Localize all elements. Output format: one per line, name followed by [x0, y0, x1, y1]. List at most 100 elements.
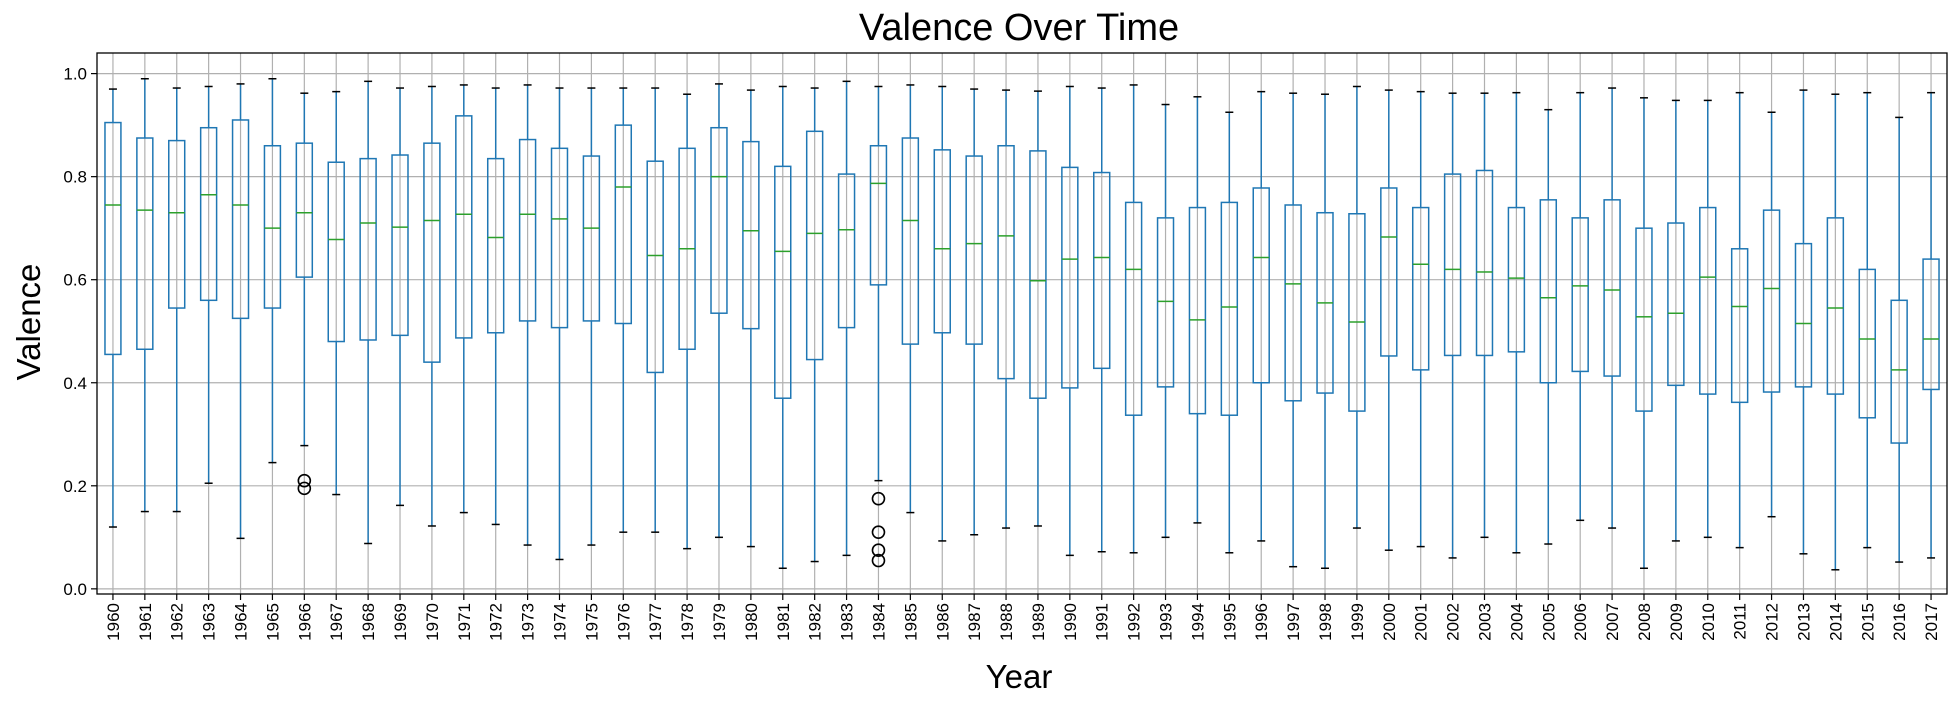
x-tick-label: 1961	[136, 603, 155, 641]
box-1973	[518, 84, 537, 546]
box-2015	[1858, 91, 1876, 549]
x-tick-label: 1973	[519, 603, 538, 641]
x-tick-label: 1960	[104, 603, 123, 641]
x-tick-label: 1966	[295, 603, 314, 641]
x-tick-label: 1971	[455, 603, 474, 641]
box-iqr	[391, 154, 409, 337]
box-1977	[646, 87, 664, 533]
box-iqr	[359, 157, 377, 341]
box-1985	[901, 84, 920, 514]
box-1983	[837, 80, 856, 557]
box-2007	[1603, 87, 1621, 529]
x-tick-label: 1979	[710, 603, 729, 641]
box-2012	[1762, 111, 1781, 518]
box-2016	[1890, 116, 1908, 563]
x-tick-label: 1989	[1029, 603, 1048, 641]
box-iqr	[1029, 150, 1047, 399]
box-iqr	[774, 165, 792, 399]
y-tick-label: 0.0	[63, 580, 87, 599]
x-tick-label: 1970	[423, 603, 442, 641]
box-1962	[168, 87, 186, 513]
x-tick-label: 1981	[774, 603, 793, 641]
x-tick-label: 1977	[646, 603, 665, 641]
x-tick-label: 2001	[1412, 603, 1431, 641]
box-iqr	[231, 119, 250, 320]
box-iqr	[901, 137, 920, 345]
box-1987	[965, 88, 983, 536]
box-1988	[997, 89, 1015, 529]
box-1980	[742, 89, 760, 548]
x-tick-label: 2015	[1858, 603, 1877, 641]
x-tick-label: 1982	[806, 603, 825, 641]
x-tick-label: 2016	[1890, 603, 1909, 641]
box-1967	[327, 90, 345, 496]
box-1989	[1029, 90, 1047, 527]
box-2005	[1539, 108, 1558, 545]
box-1968	[359, 80, 377, 545]
box-iqr	[1156, 217, 1175, 388]
x-tick-label: 2013	[1794, 603, 1813, 641]
box-2009	[1667, 99, 1685, 542]
box-1974	[550, 87, 569, 561]
x-tick-label: 1997	[1284, 603, 1303, 641]
box-1961	[136, 78, 154, 513]
x-tick-label: 1976	[614, 603, 633, 641]
box-iqr	[136, 137, 154, 351]
box-iqr	[614, 124, 633, 325]
x-tick-label: 1978	[678, 603, 697, 641]
box-iqr	[518, 138, 537, 322]
box-2010	[1699, 99, 1717, 539]
x-tick-label: 2011	[1731, 603, 1750, 640]
box-iqr	[327, 161, 345, 343]
box-iqr	[423, 142, 441, 363]
outlier-point	[297, 473, 312, 488]
box-1982	[805, 87, 824, 563]
box-iqr	[1730, 248, 1749, 404]
x-tick-label: 1987	[965, 603, 984, 641]
x-tick-label: 2009	[1667, 603, 1686, 641]
box-2013	[1794, 89, 1813, 555]
box-iqr	[869, 144, 888, 286]
box-1990	[1061, 85, 1079, 557]
box-iqr	[1826, 217, 1845, 395]
box-1965	[263, 78, 282, 464]
box-iqr	[1858, 268, 1876, 419]
x-tick-label: 1975	[582, 603, 601, 641]
x-tick-label: 1964	[232, 603, 251, 641]
box-1971	[455, 84, 473, 514]
box-iqr	[805, 130, 824, 361]
x-tick-label: 1963	[200, 603, 219, 641]
box-iqr	[295, 142, 314, 278]
box-iqr	[582, 155, 601, 322]
x-axis-label: Year	[986, 658, 1053, 695]
box-1975	[582, 87, 601, 546]
x-axis-ticks: 1960 1961 1962 1963 1964 1965 1966 1967 1968 1969…	[104, 594, 1941, 641]
x-tick-label: 2007	[1603, 603, 1622, 641]
x-tick-label: 1965	[263, 603, 282, 641]
box-iqr	[965, 155, 983, 345]
box-iqr	[933, 149, 951, 334]
x-tick-label: 2008	[1635, 603, 1654, 641]
box-2011	[1730, 91, 1749, 549]
box-iqr	[199, 126, 218, 302]
x-tick-label: 1995	[1220, 603, 1239, 641]
x-tick-label: 1983	[838, 603, 857, 641]
y-tick-label: 0.4	[63, 374, 87, 393]
box-1993	[1156, 103, 1175, 539]
outlier-point	[871, 525, 886, 539]
box-1960	[104, 88, 122, 528]
box-iqr	[1507, 206, 1526, 353]
box-1998	[1316, 93, 1334, 569]
box-iqr	[1762, 209, 1781, 393]
x-tick-label: 2012	[1763, 603, 1782, 641]
x-tick-label: 1974	[551, 603, 570, 641]
x-tick-label: 1962	[168, 603, 187, 641]
box-iqr	[1188, 206, 1207, 415]
box-iqr	[710, 126, 728, 314]
box-iqr	[1284, 204, 1302, 402]
box-1981	[774, 85, 792, 569]
x-tick-label: 2002	[1444, 603, 1463, 641]
